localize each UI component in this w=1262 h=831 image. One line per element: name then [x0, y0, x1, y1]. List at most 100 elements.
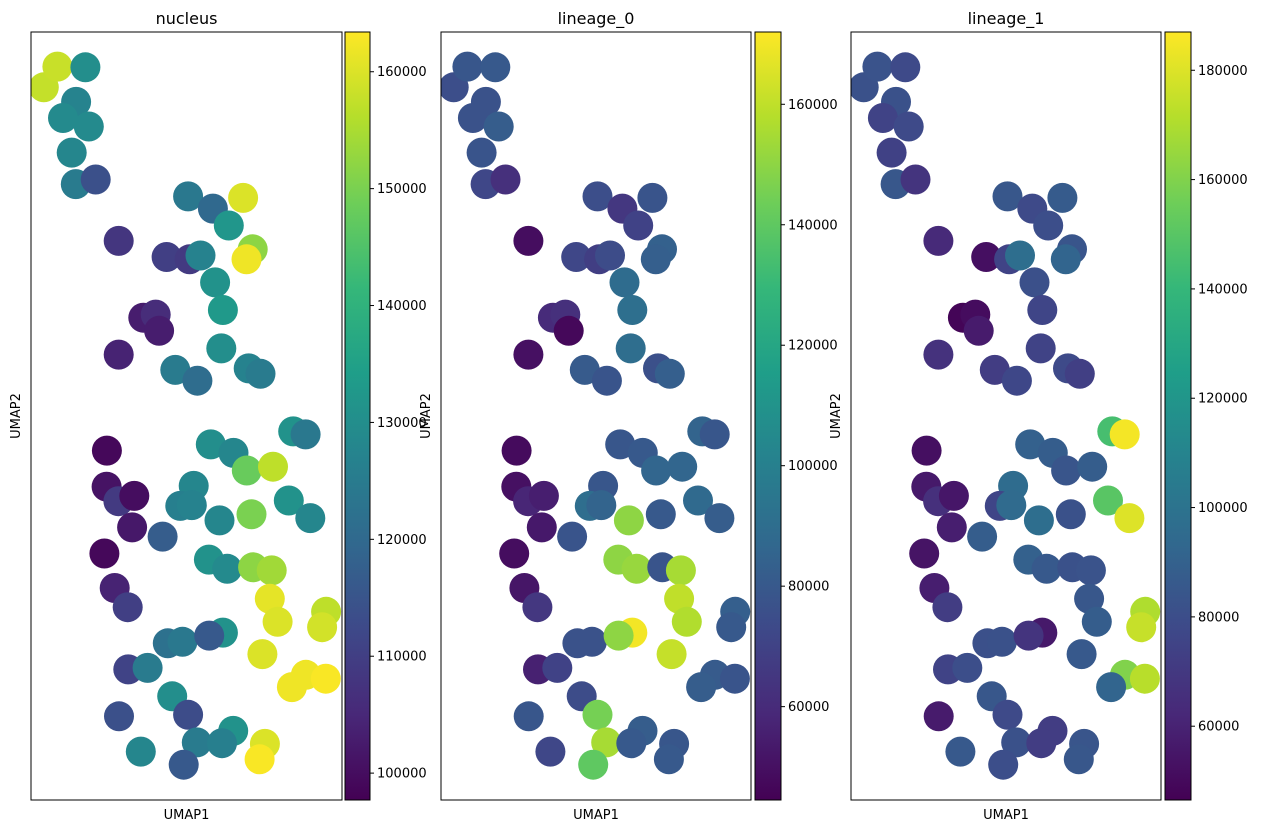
- scatter-point: [185, 240, 216, 271]
- scatter-point: [1031, 553, 1062, 584]
- scatter-point: [909, 538, 940, 569]
- scatter-point: [623, 210, 654, 241]
- panel-lineage_1: lineage_1 UMAP1 UMAP2 60000 80000 100000 12000…: [829, 9, 1248, 823]
- scatter-point: [117, 512, 148, 543]
- scatter-point: [499, 538, 530, 569]
- scatter-point: [862, 51, 893, 82]
- scatter-point: [716, 612, 747, 643]
- scatter-point: [212, 553, 243, 584]
- scatter-point: [182, 365, 213, 396]
- scatter-point: [992, 699, 1023, 730]
- scatter-point: [932, 592, 963, 623]
- scatter-point: [528, 480, 559, 511]
- scatter-point: [244, 744, 275, 775]
- scatter-point: [936, 512, 967, 543]
- scatter-point: [80, 164, 111, 195]
- scatter-point: [1109, 419, 1140, 450]
- scatter-point: [683, 485, 713, 516]
- colorbar-tick-label: 80000: [1198, 610, 1239, 625]
- scatter-point: [582, 699, 613, 730]
- y-axis-label: UMAP2: [829, 393, 844, 439]
- axes-frame: [440, 31, 752, 801]
- scatter-point: [452, 51, 483, 82]
- scatter-point: [577, 626, 607, 657]
- scatter-point: [952, 652, 983, 683]
- colorbar-tick-label: 120000: [377, 533, 427, 548]
- scatter-point: [70, 52, 101, 83]
- scatter-point: [645, 499, 676, 530]
- scatter-point: [641, 455, 672, 486]
- scatter-point: [923, 701, 954, 732]
- scatter-point: [231, 244, 262, 275]
- scatter-point: [290, 419, 321, 450]
- scatter-point: [1047, 182, 1078, 213]
- scatter-point: [1050, 244, 1081, 275]
- scatter-point: [988, 749, 1019, 780]
- colorbar-tick-label: 80000: [788, 580, 829, 595]
- scatter-points: [851, 51, 1161, 780]
- scatter-point: [200, 267, 231, 298]
- colorbar-tick-label: 120000: [788, 339, 838, 354]
- scatter-point: [147, 521, 178, 552]
- scatter-point: [228, 182, 259, 213]
- scatter-point: [615, 333, 646, 364]
- scatter-point: [1129, 663, 1160, 694]
- scatter-point: [582, 181, 613, 212]
- scatter-point: [1025, 333, 1056, 364]
- colorbar-tick-label: 140000: [788, 218, 838, 233]
- scatter-point: [1081, 606, 1112, 637]
- scatter-point: [945, 736, 976, 767]
- scatter-point: [1001, 727, 1032, 758]
- colorbar-tick-label: 110000: [377, 650, 427, 665]
- scatter-point: [1066, 639, 1097, 670]
- colorbar-tick-label: 160000: [788, 98, 838, 113]
- scatter-point: [963, 315, 994, 346]
- scatter-point: [617, 295, 648, 325]
- scatter-point: [542, 652, 573, 683]
- scatter-point: [42, 51, 73, 82]
- scatter-point: [609, 267, 640, 298]
- scatter-point: [996, 490, 1027, 521]
- scatter-point: [923, 339, 954, 370]
- scatter-point: [1033, 210, 1064, 241]
- scatter-point: [195, 429, 226, 460]
- scatter-point: [513, 701, 544, 732]
- colorbar-tick-label: 180000: [1198, 64, 1248, 79]
- scatter-point: [665, 555, 696, 586]
- scatter-point: [553, 315, 584, 346]
- scatter-point: [1005, 240, 1035, 271]
- scatter-point: [605, 429, 636, 460]
- scatter-point: [144, 315, 175, 346]
- colorbar-tick-label: 100000: [788, 459, 838, 474]
- colorbar-tick-label: 130000: [377, 416, 427, 431]
- scatter-point: [1126, 612, 1157, 643]
- scatter-point: [586, 490, 617, 521]
- scatter-point: [987, 626, 1017, 657]
- colorbar-tick-label: 160000: [1198, 173, 1248, 188]
- scatter-point: [276, 672, 307, 703]
- scatter-point: [640, 244, 671, 275]
- scatter-point: [603, 620, 634, 651]
- scatter-point: [295, 503, 326, 534]
- scatter-point: [667, 451, 698, 482]
- scatter-point: [992, 181, 1023, 212]
- scatter-point: [89, 538, 120, 569]
- y-axis-label: UMAP2: [9, 393, 24, 439]
- scatter-point: [207, 728, 237, 759]
- colorbar-tick-label: 60000: [1198, 720, 1239, 735]
- scatter-point: [483, 111, 514, 142]
- scatter-point: [466, 137, 497, 168]
- scatter-points: [441, 51, 751, 780]
- scatter-point: [273, 485, 304, 516]
- scatter-point: [557, 521, 588, 552]
- colorbar-tick-label: 60000: [788, 700, 829, 715]
- scatter-point: [132, 652, 163, 683]
- scatter-point: [194, 620, 225, 651]
- scatter-point: [73, 111, 104, 142]
- scatter-point: [204, 505, 235, 536]
- scatter-point: [104, 701, 134, 732]
- y-axis-label: UMAP2: [419, 393, 434, 439]
- scatter-point: [490, 164, 521, 195]
- scatter-point: [938, 480, 969, 511]
- scatter-point: [236, 499, 267, 530]
